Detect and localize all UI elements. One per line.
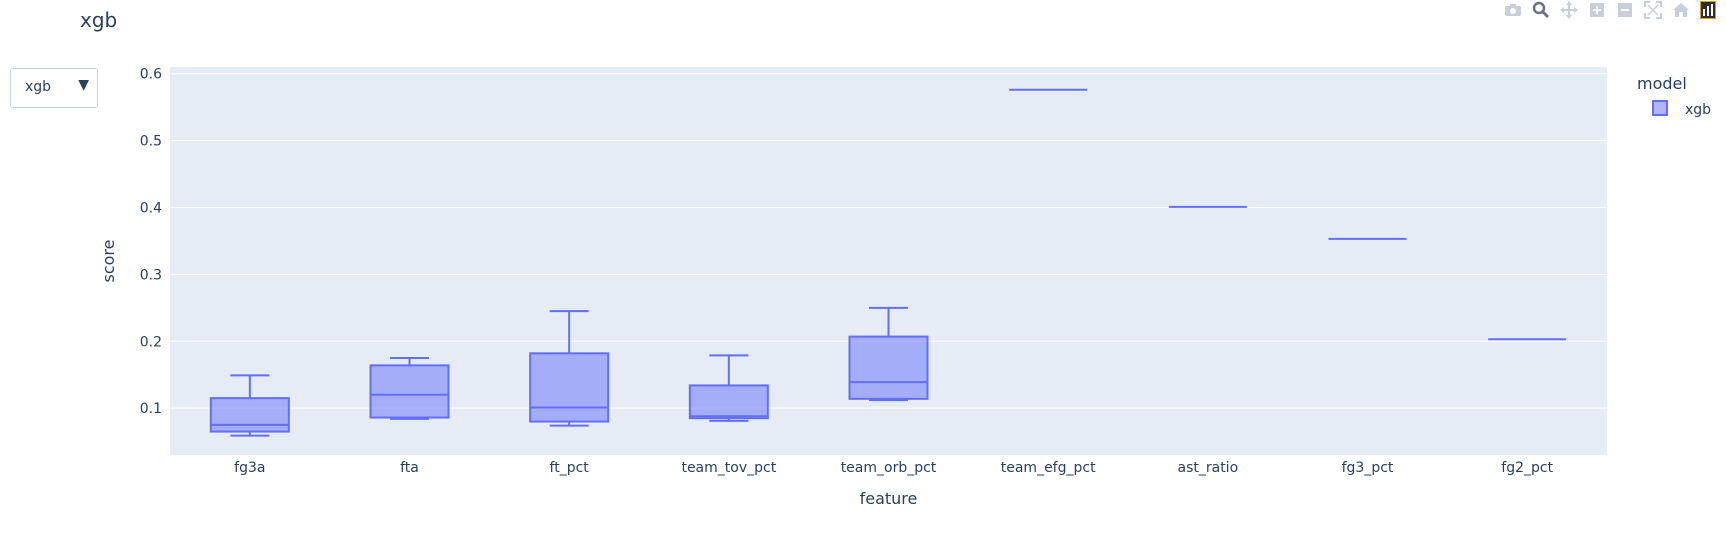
zoom-icon[interactable] <box>1532 1 1550 19</box>
x-tick-label: fg3_pct <box>1342 460 1394 476</box>
modebar <box>1504 0 1716 20</box>
legend: model xgb <box>1637 74 1711 118</box>
plotly-logo-icon[interactable] <box>1700 1 1716 19</box>
chevron-down-icon: ▼ <box>78 77 89 93</box>
y-tick-label: 0.1 <box>140 401 162 417</box>
home-icon[interactable] <box>1672 1 1690 19</box>
box-fta[interactable] <box>369 357 450 420</box>
dropdown-selected-value: xgb <box>25 79 52 95</box>
box-body <box>529 352 610 423</box>
x-tick-label: ast_ratio <box>1178 460 1239 476</box>
legend-label-xgb[interactable]: xgb <box>1685 102 1711 118</box>
box-body <box>688 384 769 420</box>
x-tick-label: fg2_pct <box>1501 460 1553 476</box>
legend-title: model <box>1637 74 1687 93</box>
x-tick-label: fta <box>400 460 419 476</box>
box-body <box>209 397 290 433</box>
box-body <box>369 364 450 419</box>
x-tick-label: team_tov_pct <box>681 460 776 476</box>
x-axis-title: feature <box>860 489 918 508</box>
y-axis-title: score <box>99 240 118 283</box>
legend-swatch-xgb[interactable] <box>1652 100 1668 116</box>
y-axis-ticks: 0.1 0.2 0.3 0.4 0.5 0.6 <box>140 67 162 417</box>
y-tick-label: 0.5 <box>140 134 162 150</box>
y-tick-label: 0.6 <box>140 67 162 83</box>
box-fg3a[interactable] <box>209 374 290 437</box>
autoscale-icon[interactable] <box>1644 1 1662 19</box>
camera-icon[interactable] <box>1504 1 1522 19</box>
box-ft_pct[interactable] <box>529 310 610 427</box>
x-tick-label: fg3a <box>234 460 265 476</box>
x-tick-label: team_efg_pct <box>1001 460 1096 476</box>
box-series <box>209 88 1567 437</box>
x-tick-label: team_orb_pct <box>841 460 937 476</box>
zoom-out-icon[interactable] <box>1616 1 1634 19</box>
zoom-in-icon[interactable] <box>1588 1 1606 19</box>
chart-title: xgb <box>80 8 118 32</box>
y-tick-label: 0.2 <box>140 334 162 350</box>
x-axis-ticks: fg3a fta ft_pct team_tov_pct team_orb_pct tea… <box>234 460 1553 476</box>
x-tick-label: ft_pct <box>550 460 590 476</box>
pan-icon[interactable] <box>1560 1 1578 19</box>
y-tick-label: 0.3 <box>140 267 162 283</box>
box-team_orb_pct[interactable] <box>848 306 929 402</box>
y-tick-label: 0.4 <box>140 200 162 216</box>
model-dropdown[interactable]: xgb ▼ <box>10 68 98 108</box>
box-body <box>848 335 929 400</box>
box-team_tov_pct[interactable] <box>688 354 769 422</box>
